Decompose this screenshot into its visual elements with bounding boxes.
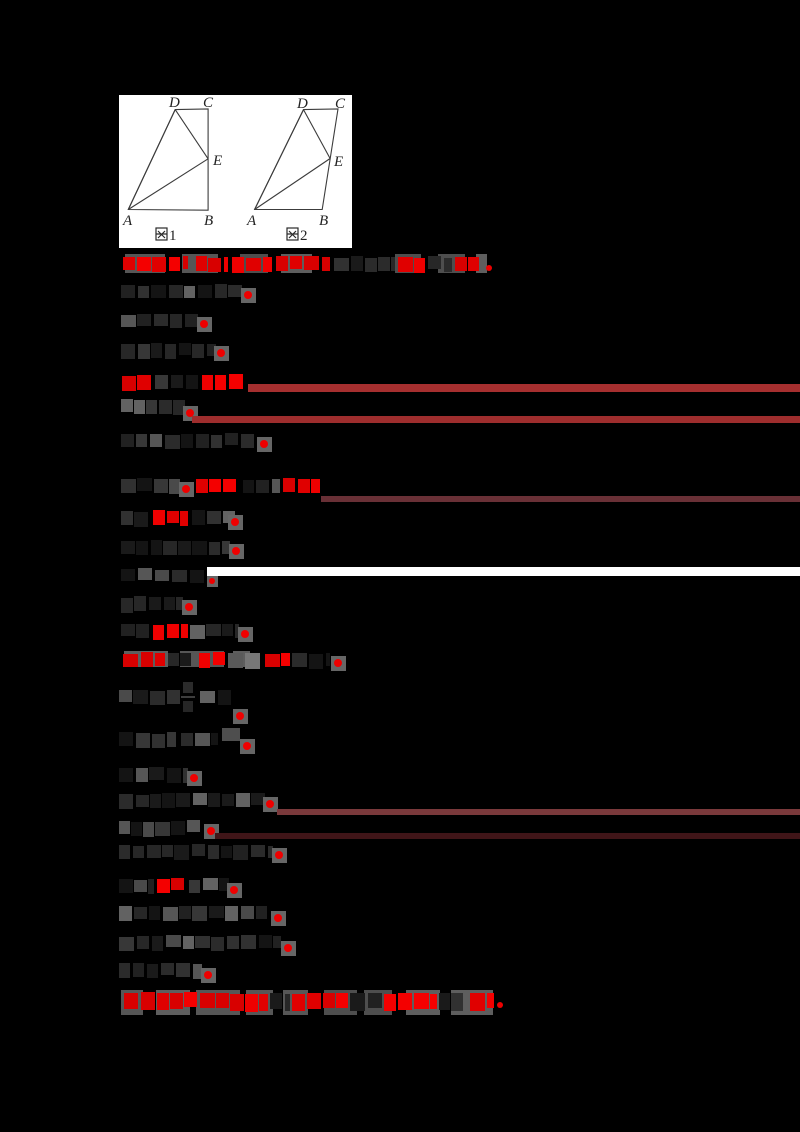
svg-text:1: 1 xyxy=(169,228,177,244)
svg-text:D: D xyxy=(168,95,180,111)
svg-text:C: C xyxy=(203,95,214,111)
svg-text:A: A xyxy=(246,213,257,229)
svg-text:D: D xyxy=(296,96,308,112)
svg-text:B: B xyxy=(319,213,328,229)
svg-text:C: C xyxy=(335,96,346,112)
svg-text:2: 2 xyxy=(300,228,308,244)
svg-text:E: E xyxy=(333,154,343,170)
svg-text:E: E xyxy=(212,153,222,169)
svg-text:B: B xyxy=(204,213,213,229)
svg-text:A: A xyxy=(122,213,133,229)
